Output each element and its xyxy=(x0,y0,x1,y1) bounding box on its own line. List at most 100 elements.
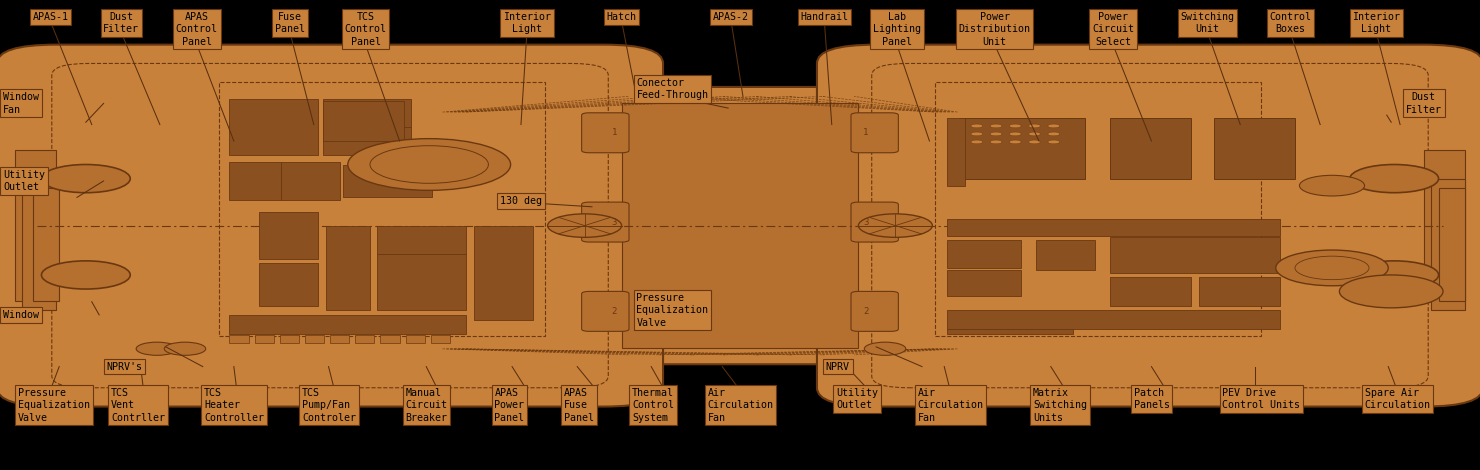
Circle shape xyxy=(971,124,983,128)
FancyBboxPatch shape xyxy=(281,162,340,200)
Circle shape xyxy=(1276,250,1388,286)
FancyBboxPatch shape xyxy=(1110,277,1191,306)
Circle shape xyxy=(348,139,511,190)
FancyBboxPatch shape xyxy=(22,179,56,310)
Text: Dust
Filter: Dust Filter xyxy=(104,12,139,34)
Text: APAS
Power
Panel: APAS Power Panel xyxy=(494,388,524,423)
FancyBboxPatch shape xyxy=(326,226,370,310)
Text: Interior
Light: Interior Light xyxy=(503,12,551,34)
FancyBboxPatch shape xyxy=(1110,237,1280,273)
Circle shape xyxy=(1048,140,1060,144)
FancyBboxPatch shape xyxy=(343,164,432,197)
Text: Lab
Lighting
Panel: Lab Lighting Panel xyxy=(873,12,921,47)
FancyBboxPatch shape xyxy=(959,118,1085,179)
Text: Utility
Outlet: Utility Outlet xyxy=(3,170,44,192)
FancyBboxPatch shape xyxy=(582,113,629,153)
Text: APAS
Fuse
Panel: APAS Fuse Panel xyxy=(564,388,593,423)
Text: Pressure
Equalization
Valve: Pressure Equalization Valve xyxy=(18,388,90,423)
Text: NPRV: NPRV xyxy=(826,361,850,372)
Text: Fuse
Panel: Fuse Panel xyxy=(275,12,305,34)
Text: Window
Fan: Window Fan xyxy=(3,92,38,115)
Text: APAS-2: APAS-2 xyxy=(713,12,749,22)
FancyBboxPatch shape xyxy=(323,101,404,141)
Bar xyxy=(743,110,891,341)
FancyBboxPatch shape xyxy=(817,45,1480,407)
Circle shape xyxy=(858,214,932,237)
Circle shape xyxy=(990,132,1002,136)
Circle shape xyxy=(164,342,206,355)
Text: APAS-1: APAS-1 xyxy=(33,12,68,22)
Circle shape xyxy=(1009,132,1021,136)
Circle shape xyxy=(136,342,178,355)
FancyBboxPatch shape xyxy=(259,263,318,306)
FancyBboxPatch shape xyxy=(377,226,466,254)
FancyBboxPatch shape xyxy=(431,335,450,343)
Circle shape xyxy=(864,342,906,355)
Text: Matrix
Switching
Units: Matrix Switching Units xyxy=(1033,388,1086,423)
Text: Pressure
Equalization
Valve: Pressure Equalization Valve xyxy=(636,293,709,328)
FancyBboxPatch shape xyxy=(15,150,56,301)
Circle shape xyxy=(971,140,983,144)
Text: APAS
Control
Panel: APAS Control Panel xyxy=(176,12,218,47)
Circle shape xyxy=(1009,140,1021,144)
Text: Interior
Light: Interior Light xyxy=(1353,12,1400,34)
FancyBboxPatch shape xyxy=(1199,277,1280,306)
FancyBboxPatch shape xyxy=(377,254,466,310)
FancyBboxPatch shape xyxy=(1036,240,1095,270)
FancyBboxPatch shape xyxy=(406,335,425,343)
Circle shape xyxy=(990,140,1002,144)
FancyBboxPatch shape xyxy=(229,315,466,334)
FancyBboxPatch shape xyxy=(330,335,349,343)
Circle shape xyxy=(1299,175,1365,196)
FancyBboxPatch shape xyxy=(851,202,898,242)
FancyBboxPatch shape xyxy=(323,99,411,127)
Circle shape xyxy=(1029,140,1040,144)
FancyBboxPatch shape xyxy=(851,113,898,153)
Text: 3: 3 xyxy=(863,218,869,227)
FancyBboxPatch shape xyxy=(474,226,533,320)
Text: Power
Circuit
Select: Power Circuit Select xyxy=(1092,12,1134,47)
Circle shape xyxy=(990,124,1002,128)
FancyBboxPatch shape xyxy=(255,335,274,343)
Text: 3: 3 xyxy=(611,218,617,227)
FancyBboxPatch shape xyxy=(1431,179,1465,310)
FancyBboxPatch shape xyxy=(947,310,1280,329)
FancyBboxPatch shape xyxy=(280,335,299,343)
Circle shape xyxy=(1350,164,1439,193)
Text: NPRV's: NPRV's xyxy=(107,361,142,372)
Text: Air
Circulation
Fan: Air Circulation Fan xyxy=(918,388,984,423)
FancyBboxPatch shape xyxy=(574,87,906,364)
FancyBboxPatch shape xyxy=(0,45,663,407)
FancyBboxPatch shape xyxy=(1439,188,1465,301)
Text: Air
Circulation
Fan: Air Circulation Fan xyxy=(707,388,774,423)
FancyBboxPatch shape xyxy=(229,162,281,200)
Text: 1: 1 xyxy=(611,128,617,137)
Circle shape xyxy=(1029,124,1040,128)
Text: Spare Air
Circulation: Spare Air Circulation xyxy=(1365,388,1431,410)
FancyBboxPatch shape xyxy=(582,291,629,331)
FancyBboxPatch shape xyxy=(622,103,858,348)
FancyBboxPatch shape xyxy=(947,118,965,186)
Text: TCS
Control
Panel: TCS Control Panel xyxy=(345,12,386,47)
Text: TCS
Pump/Fan
Controler: TCS Pump/Fan Controler xyxy=(302,388,355,423)
FancyBboxPatch shape xyxy=(229,99,318,155)
FancyBboxPatch shape xyxy=(259,212,318,258)
Text: PEV Drive
Control Units: PEV Drive Control Units xyxy=(1222,388,1301,410)
FancyBboxPatch shape xyxy=(33,188,59,301)
FancyBboxPatch shape xyxy=(947,270,1021,296)
FancyBboxPatch shape xyxy=(323,127,411,155)
FancyBboxPatch shape xyxy=(851,291,898,331)
Text: 2: 2 xyxy=(863,307,869,316)
Text: Control
Boxes: Control Boxes xyxy=(1270,12,1311,34)
Circle shape xyxy=(1029,132,1040,136)
Text: Patch
Panels: Patch Panels xyxy=(1134,388,1169,410)
Circle shape xyxy=(41,164,130,193)
Circle shape xyxy=(1048,124,1060,128)
FancyBboxPatch shape xyxy=(582,202,629,242)
Text: 130 deg: 130 deg xyxy=(500,196,542,206)
Text: Dust
Filter: Dust Filter xyxy=(1406,92,1442,115)
Circle shape xyxy=(1009,124,1021,128)
Text: TCS
Heater
Controller: TCS Heater Controller xyxy=(204,388,265,423)
Circle shape xyxy=(1339,275,1443,308)
Text: Conector
Feed-Through: Conector Feed-Through xyxy=(636,78,709,101)
